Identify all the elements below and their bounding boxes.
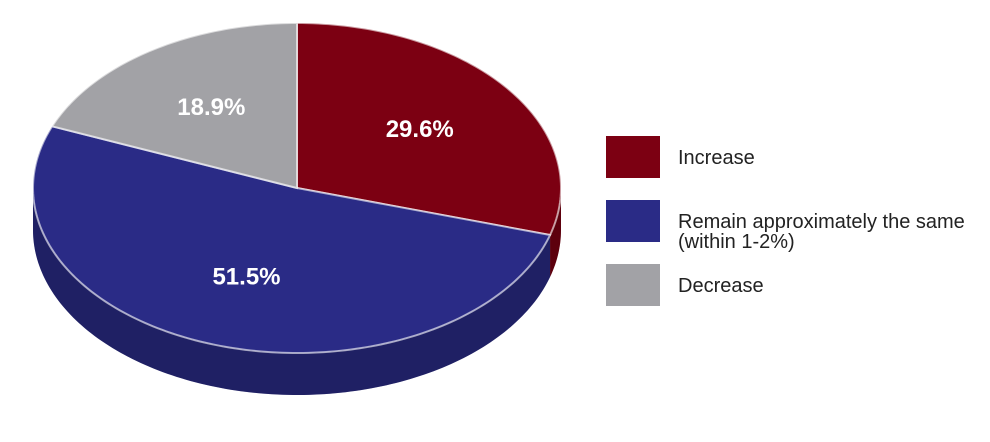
- legend-item: Remain approximately the same (within 1-…: [606, 200, 976, 264]
- slice-side: [33, 188, 551, 395]
- slice-side-shade: [550, 188, 561, 278]
- legend-label: Increase: [678, 147, 755, 169]
- legend-swatch: [606, 200, 660, 242]
- legend-swatch: [606, 264, 660, 306]
- value-label: 18.9%: [177, 94, 245, 121]
- slice: [32, 125, 552, 354]
- slice: [296, 21, 562, 237]
- legend-label: Remain approximately the same (within 1-…: [678, 211, 965, 253]
- slice-side-shade: [33, 188, 551, 395]
- legend: Increase Remain approximately the same (w…: [606, 136, 976, 328]
- legend-swatch: [606, 136, 660, 178]
- legend-item: Increase: [606, 136, 976, 200]
- value-label: 29.6%: [386, 116, 454, 143]
- legend-item: Decrease: [606, 264, 976, 328]
- value-label: 51.5%: [212, 264, 280, 291]
- slice: [50, 21, 298, 190]
- slice-side: [550, 188, 561, 278]
- legend-label: Decrease: [678, 275, 764, 297]
